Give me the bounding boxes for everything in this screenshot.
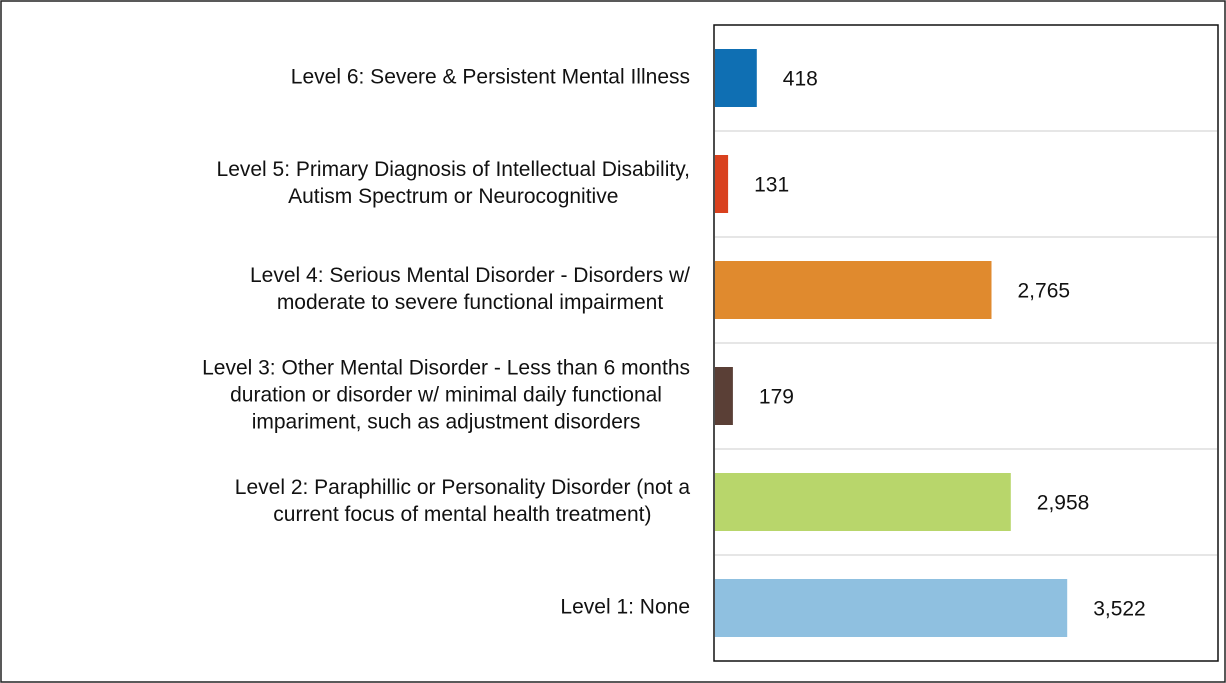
bar [715, 473, 1011, 531]
bar [715, 579, 1068, 637]
category-label: Autism Spectrum or Neurocognitive [288, 185, 618, 208]
category-label: Level 6: Severe & Persistent Mental Illn… [291, 66, 690, 89]
value-label: 179 [759, 386, 794, 409]
category-label: duration or disorder w/ minimal daily fu… [230, 384, 662, 407]
category-label: Level 4: Serious Mental Disorder - Disor… [250, 264, 690, 287]
bar [715, 49, 757, 107]
category-label: Level 3: Other Mental Disorder - Less th… [202, 357, 690, 380]
category-label: Level 5: Primary Diagnosis of Intellectu… [217, 158, 690, 181]
category-label: current focus of mental health treatment… [273, 503, 651, 526]
category-label: Level 1: None [560, 596, 690, 619]
value-label: 131 [754, 174, 789, 197]
category-label: impariment, such as adjustment disorders [252, 411, 641, 434]
bar [715, 261, 992, 319]
bar [715, 367, 733, 425]
value-label: 418 [783, 68, 818, 91]
category-label: Level 2: Paraphillic or Personality Diso… [235, 476, 691, 499]
bar [715, 155, 729, 213]
category-label: moderate to severe functional impairment [277, 291, 664, 314]
value-label: 2,958 [1037, 492, 1090, 515]
value-label: 3,522 [1093, 598, 1146, 621]
value-label: 2,765 [1018, 280, 1071, 303]
